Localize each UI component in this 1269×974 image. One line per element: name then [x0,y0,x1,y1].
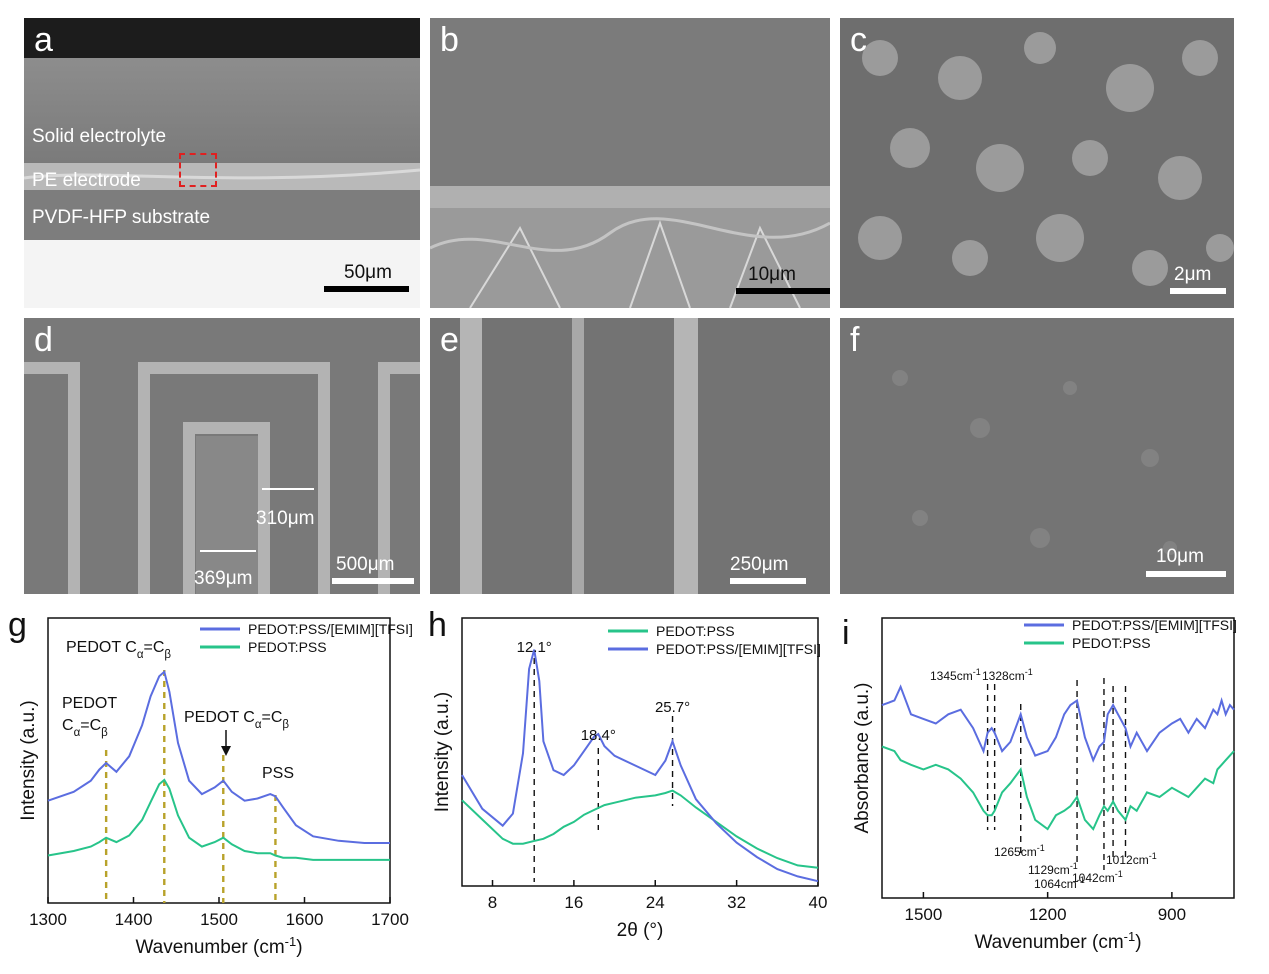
sem-panel-b: b 10μm [430,18,830,308]
panel-label-b: b [440,21,459,59]
x-tick-label: 1200 [1029,905,1067,924]
scale-bar-c [1170,288,1226,294]
peak-annotation: 1042cm-1 [1072,869,1123,885]
sem-panel-f: f 10μm [840,318,1234,594]
sem-panel-c: c 2μm [840,18,1234,308]
plot-frame [881,617,1235,899]
peak-annotation-2: PEDOT [62,695,117,712]
sem-panel-e: e 250μm [430,318,830,594]
y-axis-label: Intensity (a.u.) [18,700,39,820]
chart-i: 1500 1200 900 Wavenumber (cm-1) Absorbance (… [834,600,1254,974]
scale-bar-label-c: 2μm [1174,264,1212,285]
dimension-label-2: 369μm [194,568,253,589]
scale-bar-b [736,288,830,294]
x-tick-label: 900 [1158,905,1186,924]
x-tick-label: 40 [809,893,828,912]
series-line [881,684,1235,763]
series-line [47,669,390,844]
legend-label: PEDOT:PSS/[EMIM][TFSI] [1072,617,1237,633]
layer-label-electrolyte: Solid electrolyte [32,126,167,147]
scale-bar-label-a: 50μm [344,262,392,283]
layer-label-substrate: PVDF-HFP substrate [32,207,211,228]
legend-label: PEDOT:PSS [656,623,735,639]
x-tick-label: 1700 [371,910,409,929]
series-line [881,745,1235,831]
chart-h-svg: 8 16 24 32 40 2θ (°) Intensity (a.u.) PEDOT:PSS… [428,606,828,941]
peak-annotation: 1012cm-1 [1106,851,1157,867]
peak-annotation-5: PSS [262,765,294,782]
chart-g-svg: 1300 1400 1500 1600 1700 Wavenumber (cm-1) Int… [8,606,413,959]
electrode-pattern-image [24,318,420,594]
panel-label-a: a [34,21,53,59]
panel-label-f: f [850,321,860,359]
x-axis-label: Wavenumber (cm-1) [974,929,1141,954]
legend-label: PEDOT:PSS [1072,635,1151,651]
peak-annotation: 18.4° [581,727,616,744]
x-tick-label: 32 [727,893,746,912]
series-line [461,789,819,869]
zoom-region-box [179,153,217,187]
panel-label-e: e [440,321,459,359]
peak-annotation: 1265cm-1 [994,843,1045,859]
dimension-arrow-1 [262,488,314,490]
x-tick-label: 8 [488,893,497,912]
chart-h: 8 16 24 32 40 2θ (°) Intensity (a.u.) PEDOT:PSS… [418,600,828,974]
channel-image [430,318,830,594]
scale-bar-label-b: 10μm [748,264,796,285]
peak-annotation: 1064cm-1 [1034,875,1085,891]
x-tick-label: 1300 [29,910,67,929]
legend-label: PEDOT:PSS/[EMIM][TFSI] [248,621,413,637]
panel-label-h: h [428,606,447,644]
series-line [461,649,819,883]
x-tick-label: 24 [646,893,665,912]
peak-annotation: 1328cm-1 [982,667,1033,683]
sem-panel-d: d 310μm 369μm 500μm [24,318,420,594]
chart-i-svg: 1500 1200 900 Wavenumber (cm-1) Absorbance (… [842,614,1237,954]
legend-label: PEDOT:PSS/[EMIM][TFSI] [656,641,821,657]
dimension-label-1: 310μm [256,508,315,529]
peak-annotation-3: Cα=Cβ [62,717,108,739]
series-line [47,778,390,861]
scale-bar-a [324,286,409,292]
x-tick-label: 1500 [904,905,942,924]
surface-image [840,18,1234,308]
cross-section-image [24,18,420,308]
scale-bar-f [1146,571,1226,577]
peak-annotation: 25.7° [655,699,690,716]
panel-label-g: g [8,606,27,644]
legend-label: PEDOT:PSS [248,639,327,655]
x-axis-label: Wavenumber (cm-1) [135,934,302,959]
x-tick-label: 16 [564,893,583,912]
x-axis-label: 2θ (°) [617,920,664,941]
peak-annotation-1: PEDOT Cα=Cβ [66,639,171,661]
panel-label-d: d [34,321,53,359]
peak-annotation: 1129cm-1 [1028,861,1078,877]
panel-label-i: i [842,614,850,652]
peak-annotation-4: PEDOT Cα=Cβ [184,709,289,731]
y-axis-label: Intensity (a.u.) [432,692,453,812]
chart-g: 1300 1400 1500 1600 1700 Wavenumber (cm-1) Int… [0,600,413,974]
peak-annotation: 1345cm-1 [930,667,981,683]
x-tick-label: 1400 [115,910,153,929]
peak-annotation: 12.1° [517,639,552,656]
plot-frame [461,617,819,887]
dimension-arrow-2 [200,550,256,552]
panel-label-c: c [850,21,867,59]
sem-panel-a: a Solid electrolyte PE electrode PVDF-HF… [24,18,420,308]
layer-label-electrode: PE electrode [32,170,141,191]
film-surface-image [840,318,1234,594]
scale-bar-label-d: 500μm [336,554,395,575]
interface-image [430,18,830,308]
scale-bar-label-f: 10μm [1156,546,1204,567]
x-tick-label: 1600 [286,910,324,929]
annotation-arrowhead [221,746,231,756]
x-tick-label: 1500 [200,910,238,929]
scale-bar-label-e: 250μm [730,554,789,575]
scale-bar-d [332,578,414,584]
scale-bar-e [730,578,806,584]
y-axis-label: Absorbance (a.u.) [852,682,873,833]
